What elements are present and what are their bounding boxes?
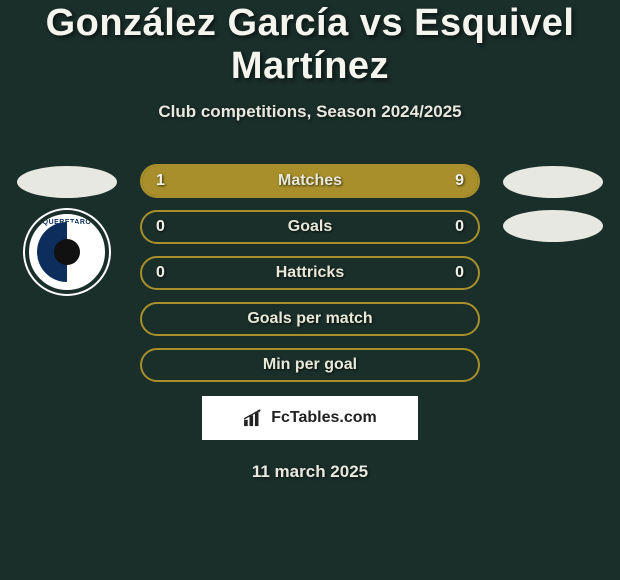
stat-row: Goals per match — [140, 302, 480, 336]
stat-value-left: 1 — [156, 172, 165, 190]
right-player-col — [498, 164, 608, 242]
attribution-badge[interactable]: FcTables.com — [202, 396, 418, 440]
subtitle: Club competitions, Season 2024/2025 — [0, 102, 620, 122]
player-silhouette-left — [17, 166, 117, 198]
left-player-col: QUERETARO — [12, 164, 122, 294]
stat-value-left: 0 — [156, 218, 165, 236]
club-badge-left: QUERETARO — [25, 210, 109, 294]
soccer-ball-icon — [54, 239, 80, 265]
stat-label: Min per goal — [263, 356, 357, 374]
stat-label: Hattricks — [276, 264, 344, 282]
stat-value-right: 0 — [455, 264, 464, 282]
stats-column: 1 9 Matches 0 0 Goals 0 0 Hattricks Goals per mat… — [140, 164, 480, 382]
stat-label: Goals — [288, 218, 332, 236]
stat-value-right: 9 — [455, 172, 464, 190]
club-placeholder-right — [503, 210, 603, 242]
body-row: QUERETARO 1 9 Matches 0 0 Goals 0 0 Hattricks Goa… — [0, 164, 620, 382]
stat-value-right: 0 — [455, 218, 464, 236]
stat-row: 1 9 Matches — [140, 164, 480, 198]
bars-icon — [243, 409, 265, 427]
attribution-text: FcTables.com — [271, 409, 377, 427]
comparison-widget: González García vs Esquivel Martínez Clu… — [0, 0, 620, 482]
stat-row: 0 0 Hattricks — [140, 256, 480, 290]
page-title: González García vs Esquivel Martínez — [0, 2, 620, 88]
stat-row: 0 0 Goals — [140, 210, 480, 244]
stat-label: Goals per match — [247, 310, 372, 328]
stat-row: Min per goal — [140, 348, 480, 382]
player-silhouette-right — [503, 166, 603, 198]
stat-value-left: 0 — [156, 264, 165, 282]
club-badge-inner — [37, 222, 97, 282]
date-line: 11 march 2025 — [0, 462, 620, 482]
stat-label: Matches — [278, 172, 342, 190]
